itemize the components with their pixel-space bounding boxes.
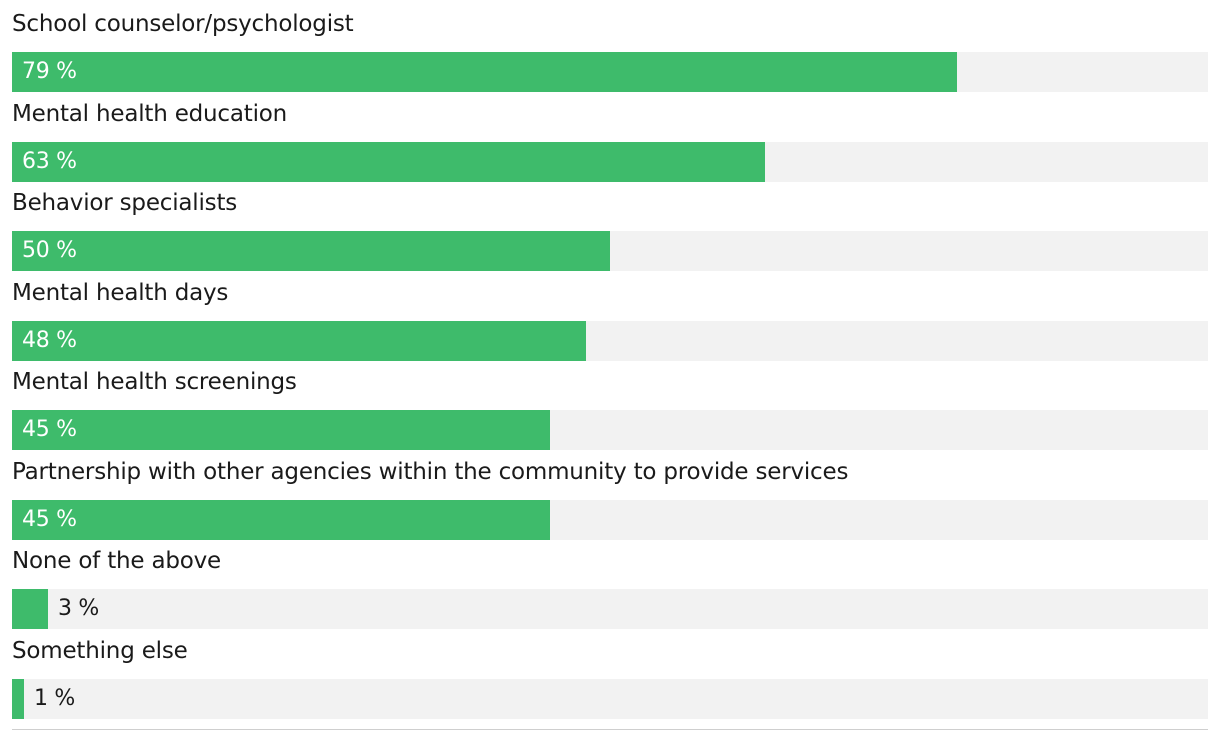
bar-track: 79 % <box>12 52 1208 92</box>
bar-value-label: 1 % <box>34 686 75 711</box>
bar <box>12 679 24 719</box>
bar <box>12 52 957 92</box>
bar <box>12 589 48 629</box>
bar-track: 45 % <box>12 410 1208 450</box>
category-label: Partnership with other agencies within t… <box>12 458 849 485</box>
bar <box>12 231 610 271</box>
bar-track: 48 % <box>12 321 1208 361</box>
category-label: Mental health days <box>12 279 229 306</box>
bar-track: 1 % <box>12 679 1208 719</box>
chart-baseline <box>12 729 1208 730</box>
bar-track: 3 % <box>12 589 1208 629</box>
bar <box>12 142 765 182</box>
category-label: Mental health education <box>12 100 288 127</box>
bar-track: 63 % <box>12 142 1208 182</box>
bar <box>12 410 550 450</box>
category-label: Mental health screenings <box>12 369 297 395</box>
bar-value-label: 45 % <box>22 507 77 532</box>
bar-value-label: 48 % <box>22 328 77 353</box>
category-label: Behavior specialists <box>12 190 238 216</box>
category-label: Something else <box>12 637 188 664</box>
bar-value-label: 50 % <box>22 238 77 263</box>
bar-track: 45 % <box>12 500 1208 540</box>
category-label: School counselor/psychologist <box>12 11 354 37</box>
bar-value-label: 3 % <box>58 596 99 621</box>
bar-value-label: 63 % <box>22 149 77 174</box>
bar-value-label: 79 % <box>22 59 77 84</box>
bar <box>12 500 550 540</box>
bar <box>12 321 586 361</box>
bar-value-label: 45 % <box>22 417 77 442</box>
category-label: None of the above <box>12 548 221 574</box>
bar-track: 50 % <box>12 231 1208 271</box>
